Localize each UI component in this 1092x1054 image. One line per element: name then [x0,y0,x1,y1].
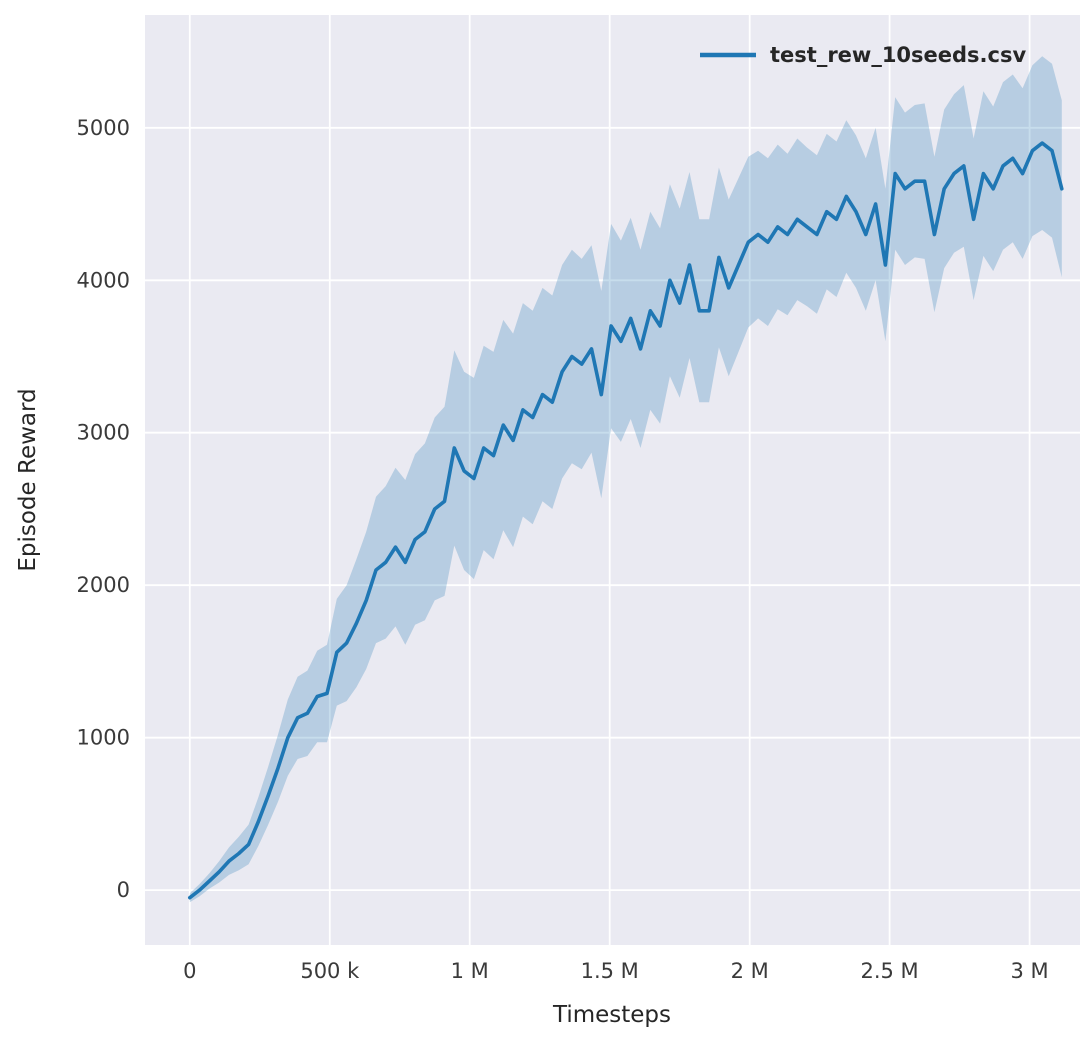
x-tick-label: 2.5 M [860,959,918,983]
x-axis-label: Timesteps [552,1002,671,1028]
x-tick-label: 1.5 M [581,959,639,983]
y-tick-label: 1000 [77,726,130,750]
y-tick-label: 3000 [77,421,130,445]
x-tick-label: 0 [183,959,196,983]
x-tick-label: 1 M [451,959,489,983]
y-tick-label: 0 [117,878,130,902]
y-tick-label: 4000 [77,268,130,292]
series-line [188,141,1064,900]
y-tick-label: 2000 [77,573,130,597]
legend-label: test_rew_10seeds.csv [770,43,1026,67]
confidence-band [189,56,1062,903]
plot-background [145,15,1080,945]
gridlines [145,15,1080,945]
x-tick-label: 3 M [1011,959,1049,983]
y-axis-tick-labels: 0 1000 2000 3000 4000 5000 [77,116,130,902]
legend: test_rew_10seeds.csv [700,43,1026,67]
y-axis-label: Episode Reward [15,388,41,571]
x-tick-label: 500 k [300,959,360,983]
x-tick-label: 2 M [731,959,769,983]
y-tick-label: 5000 [77,116,130,140]
x-axis-tick-labels: 0 500 k 1 M 1.5 M 2 M 2.5 M 3 M [183,959,1049,983]
